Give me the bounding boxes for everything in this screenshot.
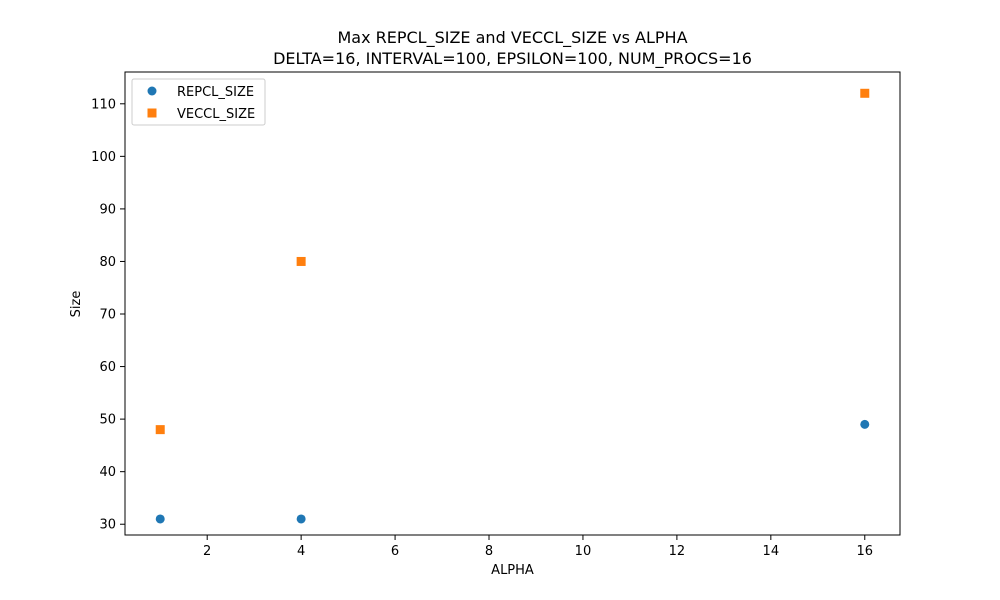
y-tick-label: 110 bbox=[91, 97, 116, 112]
x-tick-label: 12 bbox=[669, 544, 686, 559]
x-tick-label: 2 bbox=[203, 544, 211, 559]
x-tick-label: 10 bbox=[575, 544, 592, 559]
y-tick-label: 80 bbox=[99, 255, 116, 270]
legend-label-repcl: REPCL_SIZE bbox=[177, 85, 254, 100]
y-tick-label: 30 bbox=[99, 518, 116, 533]
data-point-repcl-size bbox=[860, 419, 870, 429]
plot-area bbox=[124, 71, 901, 536]
y-tick-label: 100 bbox=[91, 150, 116, 165]
y-tick-label: 90 bbox=[99, 202, 116, 217]
data-point-repcl-size bbox=[296, 514, 306, 524]
x-tick-label: 8 bbox=[485, 544, 493, 559]
x-axis-label: ALPHA bbox=[491, 563, 534, 578]
chart-title: Max REPCL_SIZE and VECCL_SIZE vs ALPHA bbox=[337, 28, 687, 48]
data-point-veccl-size bbox=[155, 425, 165, 435]
y-tick-label: 50 bbox=[99, 413, 116, 428]
x-tick-label: 14 bbox=[763, 544, 780, 559]
x-tick-label: 16 bbox=[856, 544, 873, 559]
legend: REPCL_SIZE VECCL_SIZE bbox=[131, 78, 266, 126]
legend-marker-repcl bbox=[147, 86, 157, 96]
y-tick-label: 40 bbox=[99, 465, 116, 480]
data-points bbox=[155, 88, 870, 524]
x-axis-ticks: 2 4 6 8 10 12 14 16 bbox=[203, 535, 873, 559]
y-axis-label: Size bbox=[69, 291, 84, 318]
data-point-repcl-size bbox=[155, 514, 165, 524]
y-tick-label: 60 bbox=[99, 360, 116, 375]
x-tick-label: 4 bbox=[297, 544, 305, 559]
chart-subtitle: DELTA=16, INTERVAL=100, EPSILON=100, NUM… bbox=[273, 49, 752, 69]
y-axis-ticks: 30 40 50 60 70 80 90 100 110 bbox=[91, 97, 125, 533]
y-tick-label: 70 bbox=[99, 308, 116, 323]
legend-box bbox=[131, 78, 266, 126]
x-tick-label: 6 bbox=[391, 544, 399, 559]
legend-marker-veccl bbox=[147, 108, 157, 118]
data-point-veccl-size bbox=[860, 88, 870, 98]
legend-label-veccl: VECCL_SIZE bbox=[177, 107, 255, 122]
data-point-veccl-size bbox=[296, 256, 306, 266]
